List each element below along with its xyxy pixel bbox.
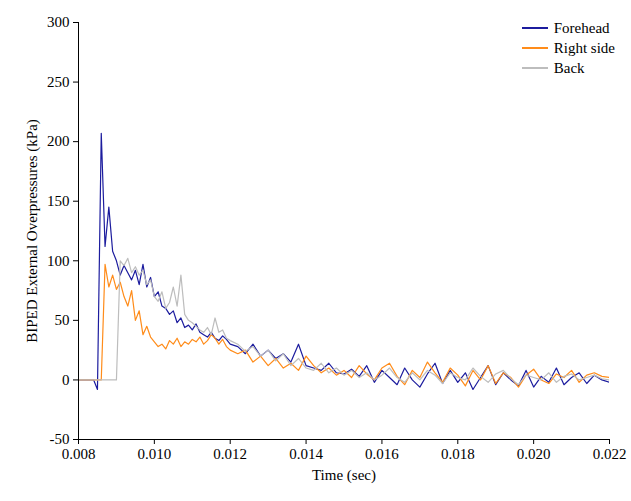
svg-text:0.008: 0.008: [62, 446, 96, 462]
svg-text:Time (sec): Time (sec): [312, 467, 376, 484]
svg-text:100: 100: [47, 253, 70, 269]
svg-text:0.016: 0.016: [365, 446, 399, 462]
svg-text:0.018: 0.018: [441, 446, 475, 462]
html-text:Back: Back: [553, 59, 585, 76]
svg-text:0.010: 0.010: [137, 446, 171, 462]
svg-text:BIPED External Overpressures (: BIPED External Overpressures (kPa): [24, 119, 41, 343]
svg-text:0: 0: [62, 372, 70, 388]
html-text:Forehead: Forehead: [553, 19, 610, 36]
svg-text:0.014: 0.014: [289, 446, 323, 462]
html-text:Right side: Right side: [553, 39, 615, 56]
svg-text:50: 50: [55, 312, 70, 328]
svg-text:250: 250: [47, 74, 70, 90]
svg-text:200: 200: [47, 133, 70, 149]
svg-text:150: 150: [47, 193, 70, 209]
svg-text:-50: -50: [50, 431, 70, 447]
svg-text:0.012: 0.012: [213, 446, 247, 462]
svg-text:300: 300: [47, 14, 70, 30]
svg-text:0.022: 0.022: [593, 446, 627, 462]
svg-text:0.020: 0.020: [517, 446, 551, 462]
